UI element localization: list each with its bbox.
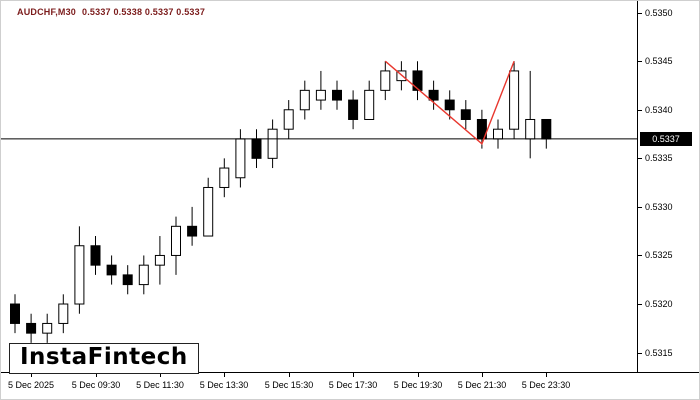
candle [525,70,536,159]
time-axis-tick [160,373,161,377]
price-axis-tick [638,13,642,14]
time-axis-label: 5 Dec 17:30 [328,380,378,390]
price-axis-tick [638,304,642,305]
time-axis-tick [224,373,225,377]
price-axis-label: 0.5330 [645,202,673,212]
chart-header: AUDCHF,M30 0.5337 0.5338 0.5337 0.5337 [17,7,205,17]
time-axis-tick [418,373,419,377]
price-axis-tick [638,255,642,256]
price-axis-label: 0.5320 [645,299,673,309]
candle [332,80,342,110]
candle [251,129,262,169]
candle [106,255,117,285]
candle [219,158,230,198]
time-axis-label: 5 Dec 21:30 [457,380,507,390]
candle [541,118,552,149]
instafintech-logo: InstaFintech [9,343,199,374]
price-axis[interactable]: 0.5350 0.5345 0.5340 0.5335 0.5330 0.5325 0.53… [637,1,699,372]
candle [460,100,471,130]
candle [315,70,326,110]
time-axis-tick [482,373,483,377]
time-axis-tick [353,373,354,377]
price-axis-label: 0.5315 [645,348,673,358]
candle [203,177,214,237]
candle [364,80,375,120]
candlestick-chart [1,60,637,343]
time-axis-label: 5 Dec 19:30 [393,380,443,390]
time-axis-tick [289,373,290,377]
time-axis-label: 5 Dec 15:30 [264,380,314,390]
price-axis-label: 0.5325 [645,250,673,260]
candle [74,226,85,314]
candle [509,61,520,139]
candle [380,61,391,101]
time-axis-label: 5 Dec 11:30 [136,380,184,390]
price-axis-tick [638,61,642,62]
candle [26,313,37,343]
logo-text: InstaFintech [20,344,188,370]
time-axis-tick [96,373,97,377]
candle [171,216,181,275]
candle [187,206,198,246]
candle [90,236,101,275]
time-axis-label: 5 Dec 13:30 [199,380,249,390]
time-axis-tick [546,373,547,377]
price-axis-label: 0.5345 [645,56,673,66]
candle [154,236,165,285]
candle [122,265,133,295]
candle [235,129,246,188]
price-axis-tick [638,158,642,159]
zigzag-indicator-line [384,60,515,145]
time-axis-label: 5 Dec 09:30 [71,380,121,390]
chart-plot[interactable]: AUDCHF,M30 0.5337 0.5338 0.5337 0.5337 In… [1,1,637,374]
candle [348,90,359,130]
candle [299,80,310,120]
time-axis-tick [31,373,32,377]
time-axis[interactable]: 5 Dec 2025 5 Dec 09:30 5 Dec 11:30 5 Dec 13… [1,372,699,399]
price-axis-tick [638,353,642,354]
time-axis-label: 5 Dec 2025 [7,380,55,390]
candle [267,119,278,169]
candle [428,80,439,110]
price-axis-label: 0.5335 [645,153,673,163]
candle [412,61,423,101]
candle [10,294,20,334]
price-axis-tick [638,207,642,208]
symbol-period-label: AUDCHF,M30 [17,7,77,17]
candle [138,255,149,295]
ohlc-quote-label: 0.5337 0.5338 0.5337 0.5337 [82,7,206,17]
candle [444,90,455,120]
candle [493,119,503,149]
time-axis-label: 5 Dec 23:30 [521,380,571,390]
price-axis-label: 0.5340 [645,105,673,115]
candle [42,313,53,343]
price-axis-tick [638,110,642,111]
candle [283,100,294,139]
bid-price-tag: 0.5337 [640,132,692,146]
candle [58,294,69,334]
price-axis-label: 0.5350 [645,8,673,18]
